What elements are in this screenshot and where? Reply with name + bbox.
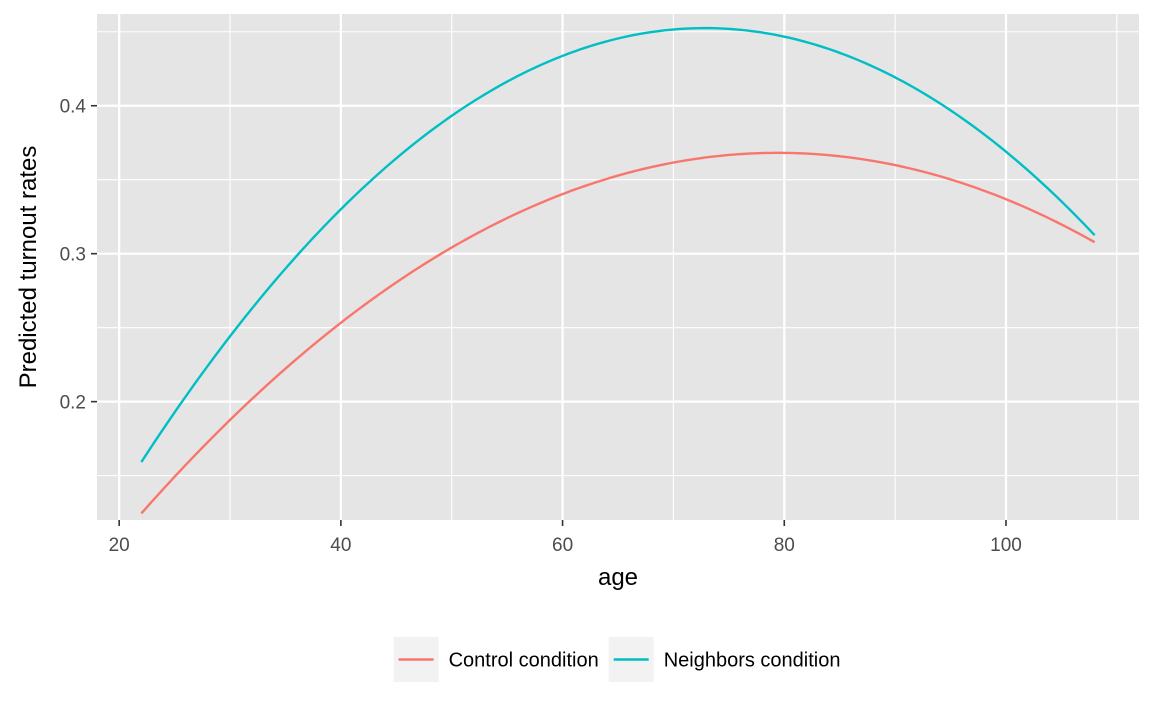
- legend-label: Neighbors condition: [664, 650, 841, 672]
- y-tick-label: 0.4: [60, 97, 87, 118]
- x-tick-label: 100: [990, 535, 1022, 556]
- y-axis: 0.2 0.3 0.4: [60, 97, 97, 414]
- major-gridlines: [97, 14, 1139, 520]
- y-tick-label: 0.3: [60, 245, 86, 266]
- x-tick-label: 20: [109, 535, 130, 556]
- y-axis-title: Predicted turnout rates: [15, 146, 42, 389]
- x-tick-label: 80: [774, 535, 795, 556]
- x-axis: 20 40 60 80 100: [109, 520, 1022, 556]
- y-tick-label: 0.2: [60, 393, 86, 414]
- plot-panel: [97, 14, 1139, 520]
- minor-gridlines: [97, 14, 1139, 520]
- legend-label: Control condition: [449, 650, 599, 672]
- legend-item-2: Neighbors condition: [608, 637, 841, 682]
- x-tick-label: 60: [552, 535, 573, 556]
- legend: Control condition Neighbors condition: [393, 637, 841, 682]
- series-line-1: [140, 151, 1096, 515]
- legend-item-1: Control condition: [393, 637, 599, 682]
- x-tick-label: 40: [330, 535, 351, 556]
- series-line-2: [140, 26, 1096, 463]
- x-axis-title: age: [598, 564, 638, 591]
- series-lines: [140, 26, 1096, 515]
